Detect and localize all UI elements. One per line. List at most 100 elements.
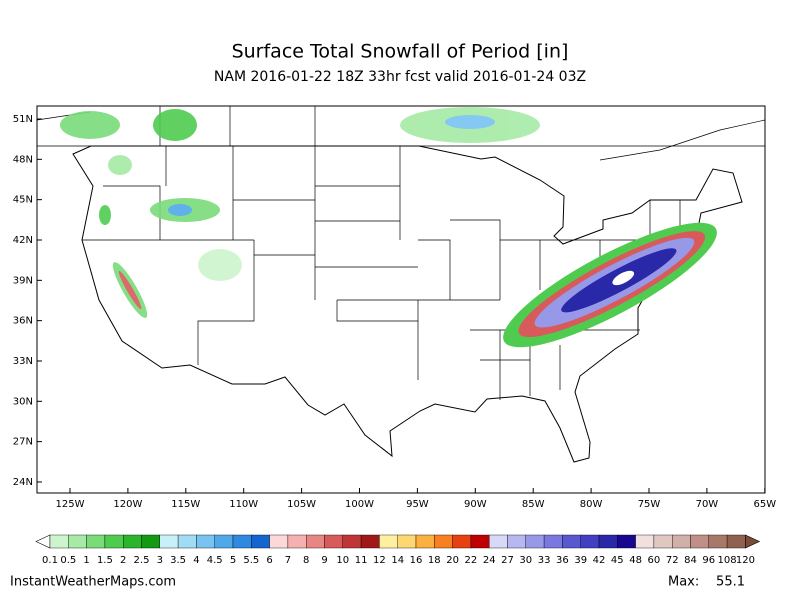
color-box bbox=[159, 534, 179, 549]
color-box bbox=[232, 534, 252, 549]
level-label: 7 bbox=[285, 555, 291, 566]
lon-label: 90W bbox=[464, 499, 487, 510]
color-box bbox=[489, 534, 508, 549]
lat-label: 24N bbox=[13, 477, 33, 488]
level-label: 12 bbox=[373, 555, 386, 566]
level-label: 72 bbox=[666, 555, 679, 566]
level-label: 120 bbox=[736, 555, 755, 566]
color-box bbox=[141, 534, 160, 549]
color-box bbox=[690, 534, 709, 549]
map-frame bbox=[36, 105, 766, 494]
level-label: 42 bbox=[593, 555, 606, 566]
color-box bbox=[452, 534, 472, 549]
lat-label: 30N bbox=[13, 396, 33, 407]
lon-label: 110W bbox=[229, 499, 258, 510]
level-label: 96 bbox=[702, 555, 715, 566]
color-box bbox=[562, 534, 581, 549]
level-label: 36 bbox=[556, 555, 569, 566]
color-box bbox=[543, 534, 563, 549]
us-outline bbox=[72, 145, 743, 463]
color-box bbox=[68, 534, 87, 549]
level-label: 18 bbox=[428, 555, 441, 566]
level-label: 0.1 bbox=[42, 555, 58, 566]
color-box bbox=[617, 534, 636, 549]
color-box bbox=[525, 534, 545, 549]
snow-east bbox=[503, 222, 717, 348]
color-box bbox=[379, 534, 398, 549]
level-label: 4.5 bbox=[207, 555, 223, 566]
color-box bbox=[470, 534, 490, 549]
lat-label: 27N bbox=[13, 437, 33, 448]
lon-label: 105W bbox=[287, 499, 316, 510]
title: Surface Total Snowfall of Period [in] bbox=[232, 41, 569, 63]
source: InstantWeatherMaps.com bbox=[10, 575, 176, 590]
map: 51N 48N 45N 42N 39N 36N 33N 30N 27N 24N 125W 120W 1… bbox=[13, 105, 776, 510]
lat-label: 51N bbox=[13, 114, 33, 125]
level-label: 3 bbox=[157, 555, 163, 566]
color-box bbox=[104, 534, 124, 549]
color-box bbox=[415, 534, 435, 549]
level-label: 1.5 bbox=[97, 555, 113, 566]
over-arrow bbox=[745, 534, 761, 549]
level-label: 6 bbox=[266, 555, 272, 566]
max-label: Max: bbox=[668, 575, 699, 590]
level-label: 45 bbox=[611, 555, 624, 566]
level-label: 9 bbox=[321, 555, 327, 566]
under-arrow bbox=[35, 534, 51, 549]
lon-label: 75W bbox=[638, 499, 661, 510]
snow-west bbox=[60, 107, 540, 318]
color-box bbox=[287, 534, 307, 549]
lat-label: 39N bbox=[13, 275, 33, 286]
lon-label: 125W bbox=[56, 499, 85, 510]
level-label: 14 bbox=[391, 555, 404, 566]
level-label: 60 bbox=[648, 555, 661, 566]
color-box bbox=[49, 534, 69, 549]
lat-label: 48N bbox=[13, 154, 33, 165]
level-label: 22 bbox=[465, 555, 478, 566]
lat-label: 42N bbox=[13, 235, 33, 246]
lon-label: 120W bbox=[113, 499, 142, 510]
color-box bbox=[507, 534, 526, 549]
level-label: 30 bbox=[519, 555, 532, 566]
level-label: 11 bbox=[355, 555, 368, 566]
subtitle: NAM 2016-01-22 18Z 33hr fcst valid 2016-… bbox=[214, 69, 586, 85]
level-label: 39 bbox=[574, 555, 587, 566]
color-box bbox=[251, 534, 270, 549]
lon-label: 85W bbox=[522, 499, 545, 510]
level-label: 24 bbox=[483, 555, 496, 566]
level-label: 20 bbox=[446, 555, 459, 566]
color-box bbox=[196, 534, 215, 549]
color-box bbox=[269, 534, 289, 549]
level-label: 5.5 bbox=[243, 555, 259, 566]
colorbar: 0.1 0.5 1 1.5 2 2.5 3 3.5 4 4.5 5 5.5 6 7 8 9 10 11 12 14 16… bbox=[35, 534, 761, 566]
color-box bbox=[434, 534, 453, 549]
color-box bbox=[580, 534, 600, 549]
color-box bbox=[177, 534, 197, 549]
color-box bbox=[708, 534, 728, 549]
max-value: 55.1 bbox=[716, 575, 745, 590]
level-label: 33 bbox=[538, 555, 551, 566]
color-box bbox=[397, 534, 417, 549]
color-box bbox=[86, 534, 106, 549]
color-box bbox=[306, 534, 325, 549]
level-label: 48 bbox=[629, 555, 642, 566]
color-box bbox=[214, 534, 234, 549]
color-box bbox=[360, 534, 380, 549]
lon-label: 70W bbox=[696, 499, 719, 510]
color-box bbox=[598, 534, 618, 549]
lat-label: 33N bbox=[13, 356, 33, 367]
level-label: 2 bbox=[120, 555, 126, 566]
color-box bbox=[635, 534, 655, 549]
level-label: 8 bbox=[303, 555, 309, 566]
color-box bbox=[672, 534, 691, 549]
color-box bbox=[726, 534, 746, 549]
level-label: 108 bbox=[718, 555, 737, 566]
lat-label: 45N bbox=[13, 195, 33, 206]
level-label: 3.5 bbox=[170, 555, 186, 566]
level-label: 4 bbox=[193, 555, 199, 566]
color-box bbox=[653, 534, 673, 549]
lon-label: 100W bbox=[345, 499, 374, 510]
color-box bbox=[324, 534, 343, 549]
level-label: 27 bbox=[501, 555, 514, 566]
